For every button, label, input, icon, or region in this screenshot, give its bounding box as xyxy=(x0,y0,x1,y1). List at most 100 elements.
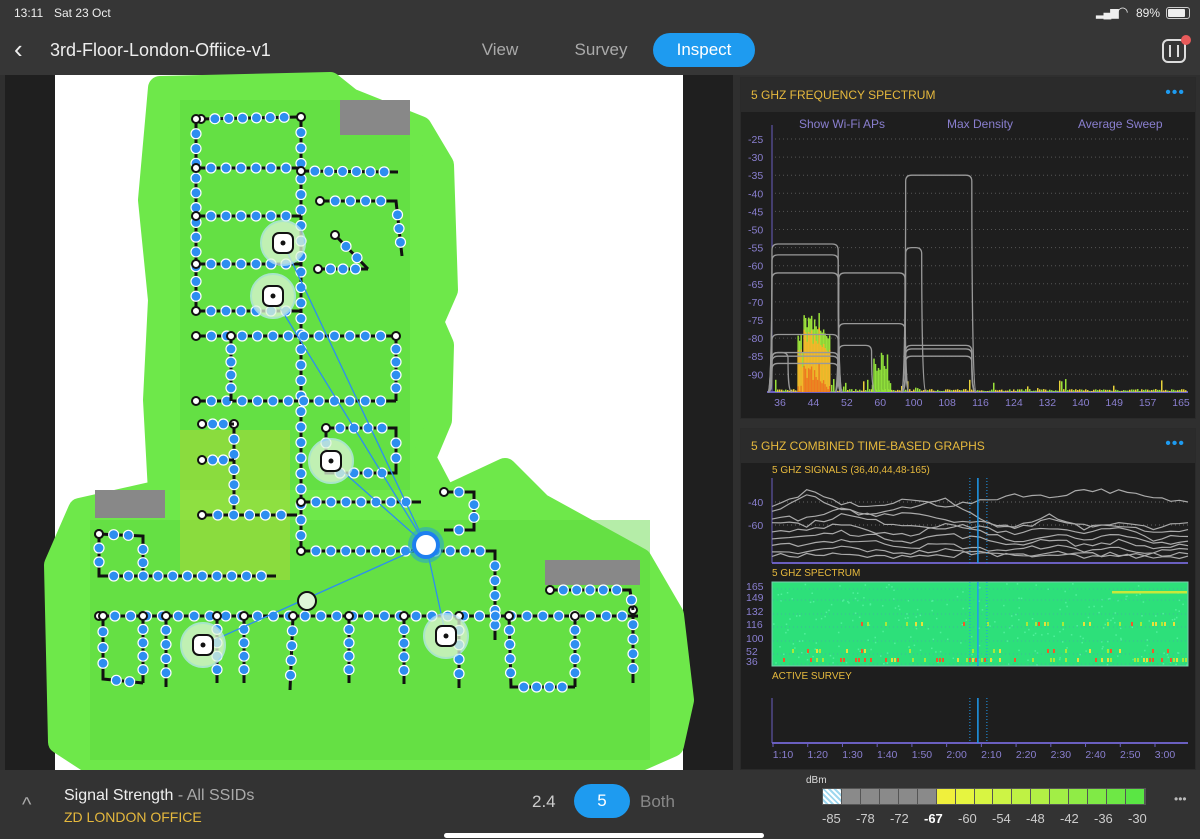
survey-point[interactable] xyxy=(343,623,355,636)
survey-point[interactable] xyxy=(190,275,202,288)
survey-point[interactable] xyxy=(362,610,375,622)
survey-point[interactable] xyxy=(190,290,202,302)
survey-point[interactable] xyxy=(226,570,238,582)
survey-point[interactable] xyxy=(236,330,248,342)
survey-point[interactable] xyxy=(355,496,367,508)
survey-point[interactable] xyxy=(205,330,217,342)
survey-point[interactable] xyxy=(137,543,149,555)
survey-point[interactable] xyxy=(250,258,262,270)
survey-point[interactable] xyxy=(295,297,307,309)
survey-point[interactable] xyxy=(328,330,341,342)
survey-point[interactable] xyxy=(323,165,335,177)
survey-point[interactable] xyxy=(627,648,639,660)
survey-point[interactable] xyxy=(235,210,247,222)
survey-point[interactable] xyxy=(355,545,367,557)
survey-point[interactable] xyxy=(385,496,397,508)
survey-point[interactable] xyxy=(264,111,276,124)
survey-point[interactable] xyxy=(329,195,341,207)
survey-point[interactable] xyxy=(453,486,465,498)
survey-point[interactable] xyxy=(295,359,307,371)
survey-point[interactable] xyxy=(238,623,250,636)
survey-point[interactable] xyxy=(280,210,292,222)
metric-label[interactable]: Signal Strength - All SSIDs xyxy=(64,787,254,805)
survey-point[interactable] xyxy=(235,162,247,174)
survey-point[interactable] xyxy=(225,356,237,368)
survey-point[interactable] xyxy=(211,663,223,676)
survey-point[interactable] xyxy=(398,623,410,636)
survey-point[interactable] xyxy=(238,637,250,649)
survey-point[interactable] xyxy=(124,676,136,688)
survey-point[interactable] xyxy=(190,128,202,140)
survey-point[interactable] xyxy=(331,610,343,622)
survey-point[interactable] xyxy=(220,162,232,174)
survey-point[interactable] xyxy=(250,162,262,174)
survey-point[interactable] xyxy=(569,652,581,665)
survey-point[interactable] xyxy=(235,258,247,270)
survey-point[interactable] xyxy=(459,545,471,557)
survey-point[interactable] xyxy=(359,395,371,407)
survey-point[interactable] xyxy=(553,610,565,622)
survey-point[interactable] xyxy=(280,162,292,174)
survey-point[interactable] xyxy=(295,126,307,139)
survey-point[interactable] xyxy=(108,529,120,541)
spectrum-more-button[interactable]: ••• xyxy=(1165,84,1185,101)
survey-point[interactable] xyxy=(569,667,581,679)
survey-point[interactable] xyxy=(340,240,352,252)
survey-point[interactable] xyxy=(259,509,271,521)
survey-point[interactable] xyxy=(325,496,337,508)
survey-point[interactable] xyxy=(282,330,294,342)
survey-point[interactable] xyxy=(362,422,374,434)
survey-point[interactable] xyxy=(109,610,121,622)
survey-point[interactable] xyxy=(236,112,249,124)
survey-point[interactable] xyxy=(390,382,402,394)
survey-point[interactable] xyxy=(344,195,356,207)
survey-point[interactable] xyxy=(220,610,232,622)
survey-point[interactable] xyxy=(295,452,307,464)
survey-point[interactable] xyxy=(376,422,388,434)
survey-point[interactable] xyxy=(295,436,307,449)
survey-point[interactable] xyxy=(190,142,202,155)
panel-toggle-icon[interactable] xyxy=(1162,39,1186,63)
survey-point[interactable] xyxy=(390,369,402,381)
survey-point[interactable] xyxy=(278,111,290,123)
floor-plan-heatmap[interactable] xyxy=(0,0,733,770)
survey-point[interactable] xyxy=(295,405,307,418)
survey-point[interactable] xyxy=(160,638,172,651)
survey-point[interactable] xyxy=(265,162,277,174)
survey-point[interactable] xyxy=(160,652,172,665)
survey-point[interactable] xyxy=(110,674,122,686)
survey-point[interactable] xyxy=(228,433,240,445)
survey-point[interactable] xyxy=(190,172,202,184)
survey-point[interactable] xyxy=(205,305,217,317)
survey-point[interactable] xyxy=(370,545,382,557)
survey-point[interactable] xyxy=(207,418,219,430)
survey-point[interactable] xyxy=(205,258,217,270)
survey-point[interactable] xyxy=(190,246,202,258)
survey-point[interactable] xyxy=(344,330,356,342)
survey-point[interactable] xyxy=(468,499,480,511)
survey-point[interactable] xyxy=(474,545,486,557)
survey-point[interactable] xyxy=(235,305,247,317)
survey-point[interactable] xyxy=(137,637,149,649)
survey-point[interactable] xyxy=(489,560,501,572)
survey-point[interactable] xyxy=(137,650,149,662)
survey-point[interactable] xyxy=(597,584,609,596)
survey-point[interactable] xyxy=(453,524,465,536)
survey-point[interactable] xyxy=(228,479,240,491)
survey-point[interactable] xyxy=(220,305,232,317)
survey-point[interactable] xyxy=(390,343,402,355)
survey-point[interactable] xyxy=(298,395,310,407)
survey-point[interactable] xyxy=(453,667,465,680)
survey-point[interactable] xyxy=(616,610,628,622)
survey-point[interactable] xyxy=(571,584,583,596)
survey-point[interactable] xyxy=(350,165,363,178)
survey-point[interactable] xyxy=(286,639,298,652)
bottom-more-button[interactable]: ••• xyxy=(1174,792,1187,806)
survey-point[interactable] xyxy=(220,258,232,270)
survey-point[interactable] xyxy=(625,594,638,606)
survey-point[interactable] xyxy=(299,610,311,622)
combined-more-button[interactable]: ••• xyxy=(1165,435,1185,452)
survey-point[interactable] xyxy=(364,166,376,178)
survey-point[interactable] xyxy=(343,663,355,676)
survey-point[interactable] xyxy=(505,667,517,679)
